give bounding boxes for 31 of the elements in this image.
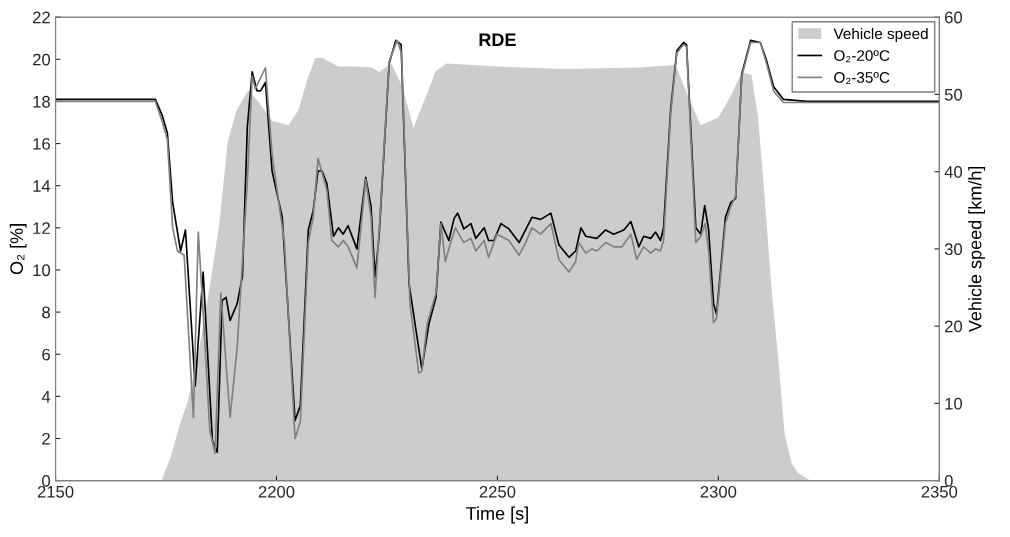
y-tick-label: 2: [42, 432, 50, 445]
y-tick-label: 6: [42, 348, 50, 361]
y-tick-label: 4: [41, 390, 51, 403]
x-tick-label: 2200: [258, 485, 295, 498]
legend-label: O₂-35ºC: [834, 72, 890, 85]
y2-tick-label: 20: [945, 320, 963, 333]
x-tick-label: 2350: [921, 485, 958, 498]
y2-tick-label: 60: [945, 11, 963, 24]
y-axis-title: O₂ [%]: [9, 224, 27, 275]
x-tick-label: 2250: [479, 485, 516, 498]
y2-tick-label: 40: [944, 166, 963, 178]
x-tick-label: 2150: [37, 485, 74, 498]
y-tick-label: 20: [32, 53, 51, 66]
y-tick-label: 12: [33, 222, 50, 234]
y-tick-label: 14: [33, 180, 51, 192]
y2-tick-label: 0: [944, 475, 953, 487]
y-tick-label: 18: [33, 95, 50, 108]
y-tick-label: 22: [32, 11, 50, 24]
x-tick-label: 2300: [700, 485, 737, 498]
y-tick-label: 10: [33, 264, 51, 277]
y2-axis-title: Vehicle speed [km/h]: [968, 166, 986, 333]
y2-tick-label: 10: [945, 397, 963, 410]
y-tick-label: 16: [33, 137, 50, 150]
y-tick-label: 0: [42, 475, 51, 487]
x-axis-title: Time [s]: [466, 506, 528, 524]
legend-label: Vehicle speed: [833, 27, 928, 43]
y2-tick-label: 50: [944, 88, 963, 101]
y2-tick-label: 30: [944, 243, 963, 256]
legend-label: O₂-20ºC: [834, 50, 890, 63]
text: RDE: [479, 33, 516, 46]
y-tick-label: 8: [42, 306, 50, 319]
